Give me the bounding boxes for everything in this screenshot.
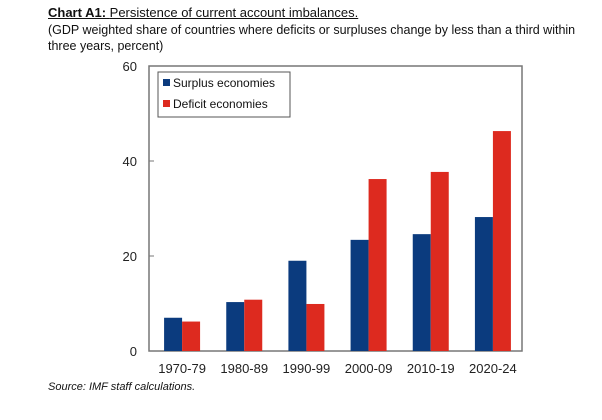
legend-box xyxy=(157,71,291,118)
legend-label-surplus: Surplus economies xyxy=(173,76,275,90)
chart-subtitle: (GDP weighted share of countries where d… xyxy=(48,23,576,53)
bar-surplus xyxy=(412,234,431,351)
y-tick-label: 40 xyxy=(123,154,137,169)
y-tick-label: 20 xyxy=(123,249,137,264)
legend: Surplus economies Deficit economies xyxy=(157,71,291,118)
bar-deficit xyxy=(244,299,263,351)
bar-surplus xyxy=(226,302,245,351)
y-axis: 0 20 40 60 xyxy=(123,59,154,359)
bar-deficit xyxy=(430,171,449,351)
chart-title-text: Persistence of current account imbalance… xyxy=(109,5,359,20)
x-tick-label: 1990-99 xyxy=(283,361,331,376)
bar-deficit xyxy=(368,179,387,351)
x-axis: 1970-79 1980-89 1990-99 2000-09 2010-19 2020-… xyxy=(158,361,517,376)
x-tick-label: 1980-89 xyxy=(220,361,268,376)
legend-swatch-deficit xyxy=(163,100,170,107)
x-tick-label: 1970-79 xyxy=(158,361,206,376)
bars xyxy=(164,131,511,351)
x-tick-label: 2000-09 xyxy=(345,361,393,376)
bar-surplus xyxy=(350,239,369,351)
legend-swatch-surplus xyxy=(163,79,170,86)
bar-surplus xyxy=(474,217,493,351)
chart-title: Chart A1: Persistence of current account… xyxy=(48,5,358,20)
chart-title-prefix: Chart A1: xyxy=(48,5,107,20)
x-tick-label: 2010-19 xyxy=(407,361,455,376)
bar-surplus xyxy=(164,317,183,351)
plot-frame xyxy=(148,65,523,352)
y-tick-label: 60 xyxy=(123,59,137,74)
y-tick-label: 0 xyxy=(130,344,137,359)
bar-deficit xyxy=(182,321,201,351)
source-note: Source: IMF staff calculations. xyxy=(48,381,196,393)
bar-surplus xyxy=(288,260,307,351)
bar-deficit xyxy=(306,303,325,351)
legend-label-deficit: Deficit economies xyxy=(173,97,268,111)
x-tick-label: 2020-24 xyxy=(469,361,517,376)
bar-deficit xyxy=(492,131,511,351)
